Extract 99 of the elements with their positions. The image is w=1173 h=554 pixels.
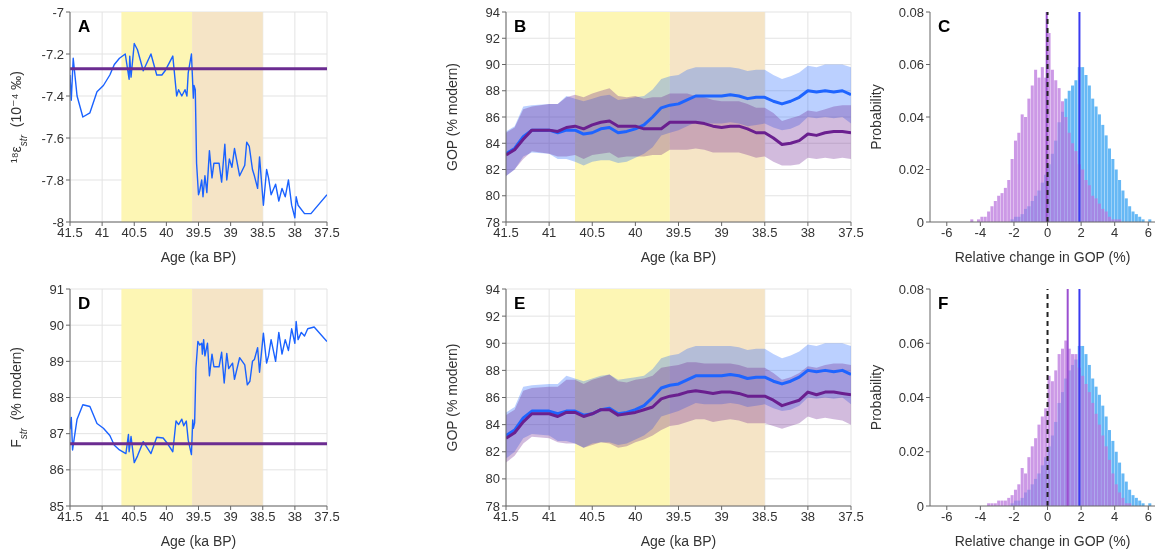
x-tick-label: 39 [223,509,238,525]
x-tick-label: 39 [714,509,729,525]
x-tick-label: 37.5 [838,509,864,525]
y-tick-label: 0.04 [898,390,924,406]
y-tick-label: 94 [485,281,500,297]
x-tick-label: 38.5 [250,225,276,241]
x-axis-title: Age (ka BP) [160,249,237,265]
x-tick-label: 38 [287,509,303,525]
x-tick-label: 40.5 [579,509,605,525]
x-tick-label: -6 [941,509,953,525]
x-tick-label: 38 [800,509,816,525]
x-tick-label: -2 [1008,225,1020,241]
chart-title: B [514,17,527,36]
x-tick-label: 38.5 [250,509,276,525]
x-tick-label: 41 [94,509,110,525]
y-tick-label: 90 [485,57,500,73]
x-tick-label: -6 [941,225,953,241]
x-tick-label: 0 [1043,509,1052,525]
y-tick-label: 88 [485,83,500,99]
x-tick-label: 4 [1111,509,1119,525]
y-tick-label: 90 [485,335,500,351]
x-tick-label: 40 [628,509,643,525]
x-tick-label: 40 [159,509,174,525]
y-tick-label: 0.06 [898,57,924,73]
y-tick-label: 86 [485,390,500,406]
x-tick-label: 39 [223,225,238,241]
y-tick-label: 0 [916,214,924,230]
y-tick-label: 86 [49,462,64,478]
x-tick-label: 39.5 [665,509,692,525]
x-tick-label: 38.5 [752,509,778,525]
x-tick-label: -2 [1008,509,1020,525]
y-tick-label: -7 [52,4,64,20]
y-tick-label: 84 [485,135,500,151]
y-tick-label: 92 [485,308,500,324]
y-tick-label: 88 [485,362,500,378]
x-tick-label: 38.5 [752,225,778,241]
x-tick-label: 41 [94,225,110,241]
y-tick-label: 0.02 [898,444,924,460]
x-tick-label: 40.5 [121,225,147,241]
y-axis-title: Probability [868,364,884,431]
y-tick-label: 80 [485,188,500,204]
x-tick-label: 38 [800,225,816,241]
y-tick-label: 0 [916,498,924,514]
x-tick-label: 39.5 [185,225,212,241]
x-tick-label: 40.5 [579,225,605,241]
y-tick-label: 0.08 [898,4,924,20]
y-tick-label: 82 [485,162,500,178]
y-tick-label: 92 [485,30,500,46]
x-tick-label: 40 [628,225,643,241]
x-tick-label: 0 [1043,225,1052,241]
y-tick-label: 91 [49,281,64,297]
x-axis-title: Relative change in GOP (%) [954,533,1131,549]
x-axis-title: Age (ka BP) [640,533,717,549]
x-tick-label: 37.5 [314,225,340,241]
y-tick-label: -7.8 [41,172,64,188]
y-axis-title: GOP (% modern) [444,63,460,171]
x-tick-label: 37.5 [314,509,340,525]
y-tick-label: 94 [485,4,500,20]
y-tick-label: -7.4 [41,88,64,104]
x-axis-title: Relative change in GOP (%) [954,249,1131,265]
y-axis-title: Probability [868,84,884,150]
x-tick-label: 39 [714,225,729,241]
x-axis-title: Age (ka BP) [160,533,237,549]
chart-title: E [514,294,526,313]
chart-title: A [78,17,91,36]
y-tick-label: 0.04 [898,109,924,125]
chart-title: C [938,17,951,36]
x-axis-title: Age (ka BP) [640,249,717,265]
y-tick-label: 86 [485,109,500,125]
x-tick-label: -4 [974,225,987,241]
x-tick-label: 6 [1144,225,1152,241]
y-tick-label: 0.08 [898,281,924,297]
y-tick-label: 0.06 [898,335,924,351]
y-tick-label: 0.02 [898,162,924,178]
x-tick-label: -4 [974,509,987,525]
y-tick-label: 89 [49,353,64,369]
y-axis-title: GOP (% modern) [444,343,460,452]
x-tick-label: 40 [159,225,174,241]
x-tick-label: 38 [287,225,303,241]
y-tick-label: -7.6 [41,130,64,146]
x-tick-label: 2 [1077,509,1085,525]
x-tick-label: 37.5 [838,225,864,241]
y-tick-label: 84 [485,417,500,433]
y-tick-label: 87 [49,426,64,442]
y-tick-label: 80 [485,471,500,487]
y-tick-label: -7.2 [41,46,64,62]
x-tick-label: 39.5 [185,509,212,525]
chart-title: D [78,294,91,313]
x-tick-label: 39.5 [665,225,692,241]
x-tick-label: 41 [541,509,557,525]
x-tick-label: 2 [1077,225,1085,241]
x-tick-label: 40.5 [121,509,147,525]
x-tick-label: 4 [1111,225,1119,241]
x-tick-label: 41 [541,225,557,241]
x-tick-label: 6 [1144,509,1152,525]
y-tick-label: 88 [49,390,64,406]
chart-title: F [938,294,949,313]
y-tick-label: 82 [485,444,500,460]
y-tick-label: 90 [49,317,64,333]
